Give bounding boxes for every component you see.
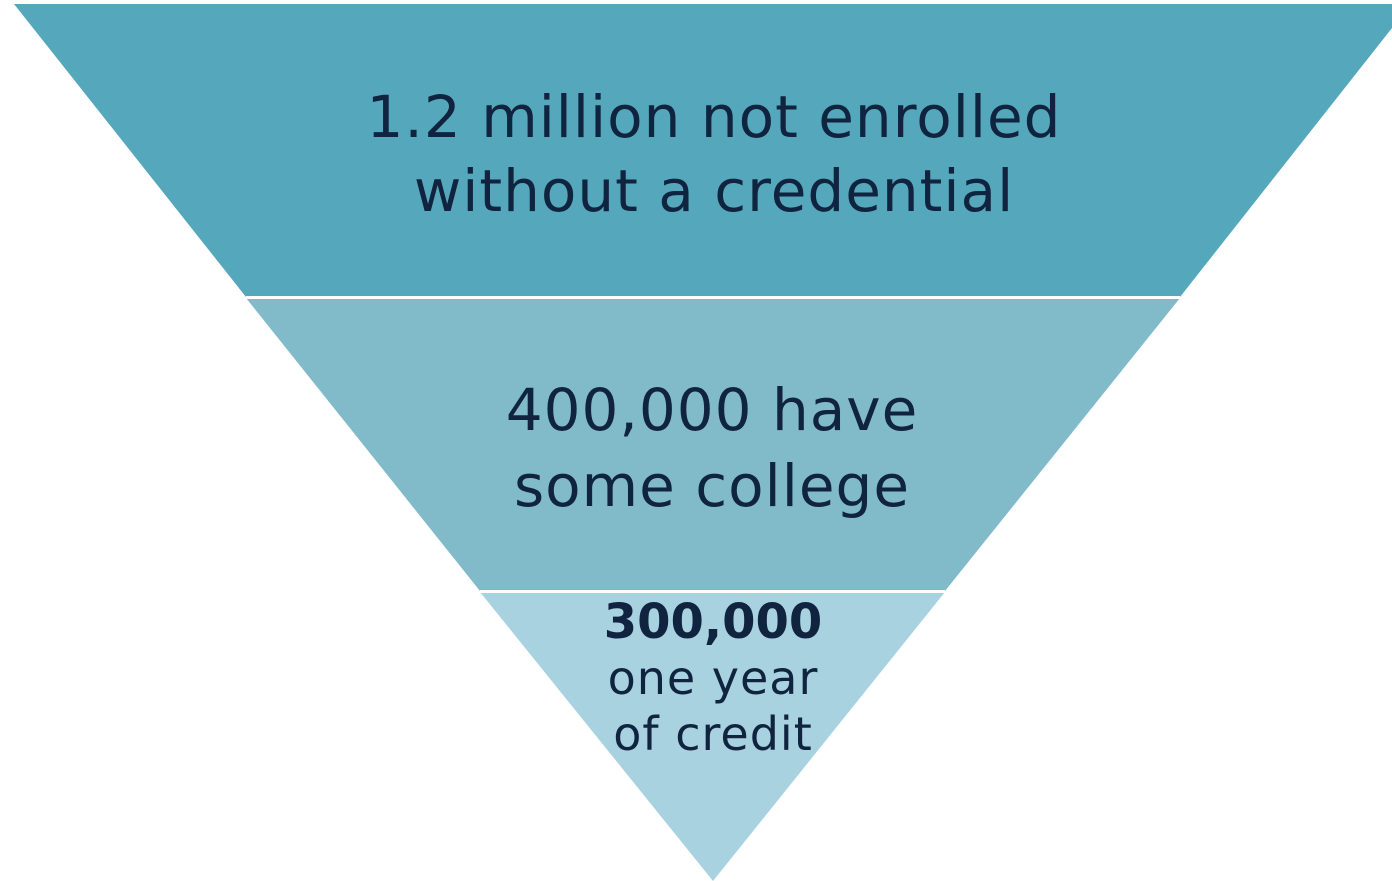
funnel-tier-middle [246, 298, 1180, 591]
funnel-tier-top [14, 4, 1392, 297]
tier-top-label-line-1: 1.2 million not enrolled [366, 83, 1062, 151]
tier-bottom-label-line-1: one year [607, 651, 819, 705]
tier-top-label-line-2: without a credential [413, 157, 1015, 225]
tier-bottom-label-line-2: of credit [613, 707, 813, 761]
tier-top-label: 1.2 million not enrolled without a crede… [367, 80, 1062, 228]
tier-bottom-label: 300,000 one year of credit [604, 594, 823, 762]
tier-middle-label-line-1: 400,000 have [505, 376, 919, 444]
tier-bottom-label-figure: 300,000 [603, 594, 823, 650]
tier-middle-label: 400,000 have some college [506, 372, 919, 524]
tier-middle-label-line-2: some college [513, 452, 911, 520]
funnel-tier-bottom [480, 592, 945, 881]
